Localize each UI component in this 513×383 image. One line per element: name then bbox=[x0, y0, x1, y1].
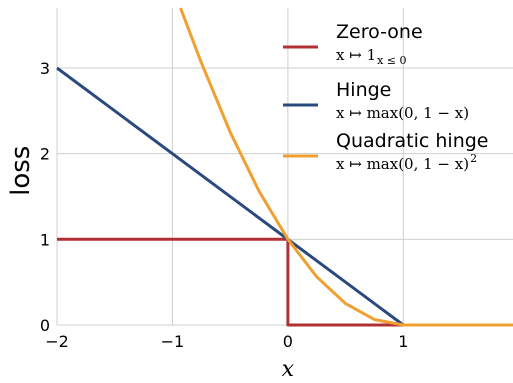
legend-formula: x ↦ max(0, 1 − x) bbox=[336, 104, 469, 122]
legend-formula-superscript: 2 bbox=[470, 152, 477, 165]
x-tick-label: −2 bbox=[45, 332, 69, 351]
legend-formula-subscript: x ≤ 0 bbox=[377, 54, 406, 67]
series-line-1 bbox=[57, 237, 513, 327]
x-tick-label: −1 bbox=[161, 332, 185, 351]
y-tick-label: 3 bbox=[40, 59, 50, 78]
legend-label: Zero-one bbox=[336, 21, 423, 43]
legend: Zero-one x ↦ 1x ≤ 0 Hinge x ↦ max(0, 1 − x)… bbox=[283, 21, 488, 173]
legend-label: Hinge bbox=[336, 79, 391, 101]
y-tick-label: 2 bbox=[40, 145, 50, 164]
y-tick-label: 1 bbox=[40, 230, 50, 249]
x-tick-labels: −2 −1 0 1 bbox=[45, 332, 408, 351]
y-tick-labels: 0 1 2 3 bbox=[40, 59, 50, 335]
y-axis-label: loss bbox=[6, 146, 36, 196]
x-tick-label: 0 bbox=[283, 332, 293, 351]
series-line-3 bbox=[179, 7, 513, 327]
legend-formula: x ↦ max(0, 1 − x)2 bbox=[336, 152, 477, 173]
x-tick-label: 1 bbox=[398, 332, 408, 351]
legend-label: Quadratic hinge bbox=[336, 130, 488, 152]
x-axis-label: x bbox=[282, 357, 295, 382]
legend-formula: x ↦ 1x ≤ 0 bbox=[336, 46, 407, 67]
series-lines bbox=[56, 7, 513, 327]
y-tick-label: 0 bbox=[40, 316, 50, 335]
